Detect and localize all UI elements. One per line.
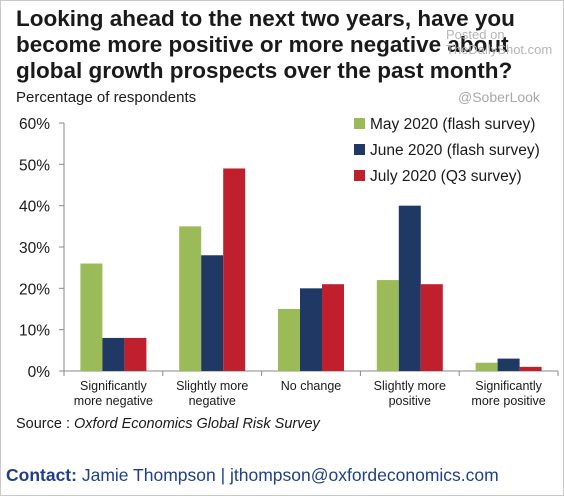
x-tick-label: more positive bbox=[471, 394, 545, 408]
watermark-site: TheDailyShot.com bbox=[446, 42, 553, 57]
y-axis-label: Percentage of respondents bbox=[16, 89, 197, 106]
y-tick-label: 50% bbox=[19, 157, 50, 174]
bar bbox=[475, 362, 498, 371]
bar bbox=[376, 280, 399, 371]
contact-line: Contact: Jamie Thompson | jthompson@oxfo… bbox=[6, 465, 499, 486]
bar bbox=[322, 284, 344, 371]
title-line-2: become more positive or more negative ab… bbox=[16, 32, 509, 57]
source-note: Source : Oxford Economics Global Risk Su… bbox=[16, 416, 320, 432]
bar bbox=[201, 255, 224, 371]
bar bbox=[80, 263, 103, 371]
bar bbox=[398, 205, 421, 371]
contact-label: Contact: bbox=[6, 465, 77, 485]
source-prefix: Source : bbox=[16, 416, 75, 432]
contact-text: Jamie Thompson | jthompson@oxfordeconomi… bbox=[76, 465, 499, 485]
bar bbox=[497, 358, 520, 371]
y-tick-label: 40% bbox=[19, 199, 50, 216]
watermark-posted-on: Posted on bbox=[446, 27, 505, 42]
legend-label: June 2020 (flash survey) bbox=[370, 142, 540, 159]
x-tick-label: Slightly more bbox=[374, 379, 446, 393]
bar bbox=[223, 168, 246, 371]
bar bbox=[519, 366, 542, 371]
y-tick-label: 60% bbox=[19, 116, 50, 133]
x-tick-label: Slightly more bbox=[176, 379, 248, 393]
bar bbox=[278, 309, 300, 371]
title-line-3: global growth prospects over the past mo… bbox=[16, 58, 513, 83]
legend-swatch bbox=[354, 118, 365, 129]
legend-label: May 2020 (flash survey) bbox=[370, 116, 535, 133]
x-tick-label: more negative bbox=[74, 394, 153, 408]
x-tick-label: Significantly bbox=[80, 379, 147, 393]
x-tick-label: No change bbox=[281, 379, 342, 393]
y-tick-label: 0% bbox=[28, 364, 51, 381]
bar bbox=[420, 284, 443, 371]
y-tick-label: 30% bbox=[19, 240, 50, 257]
bar bbox=[124, 337, 147, 371]
bar bbox=[179, 226, 202, 371]
y-tick-label: 20% bbox=[19, 281, 50, 298]
chart-title: Looking ahead to the next two years, hav… bbox=[16, 6, 546, 84]
y-tick-label: 10% bbox=[19, 323, 50, 340]
x-tick-label: Significantly bbox=[475, 379, 542, 393]
legend-swatch bbox=[354, 170, 365, 181]
source-text: Oxford Economics Global Risk Survey bbox=[74, 416, 320, 432]
bar bbox=[102, 337, 125, 371]
x-tick-label: negative bbox=[189, 394, 236, 408]
legend-swatch bbox=[354, 144, 365, 155]
legend-label: July 2020 (Q3 survey) bbox=[370, 168, 522, 185]
bar bbox=[300, 288, 322, 371]
x-tick-label: positive bbox=[389, 394, 431, 408]
watermark-handle: @SoberLook bbox=[458, 89, 540, 105]
title-line-1: Looking ahead to the next two years, hav… bbox=[16, 6, 515, 31]
